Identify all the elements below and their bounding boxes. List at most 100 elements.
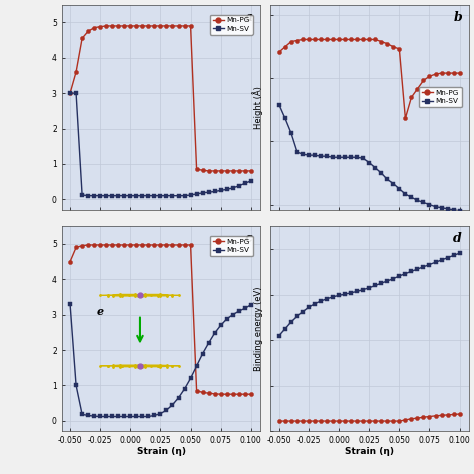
Mn-PG	[384, 41, 390, 46]
Mn-SV	[139, 193, 145, 199]
Y-axis label: Binding energy (eV): Binding energy (eV)	[254, 287, 263, 371]
Mn-PG	[91, 242, 97, 248]
Mn-SV	[348, 290, 354, 296]
Mn-SV	[121, 414, 127, 419]
Mn-PG	[212, 168, 218, 174]
Mn-PG	[415, 415, 420, 421]
Mn-PG	[330, 418, 336, 424]
Mn-SV	[109, 414, 115, 419]
Mn-SV	[103, 193, 109, 199]
Mn-SV	[420, 264, 426, 270]
Mn-SV	[312, 301, 318, 307]
Mn-PG	[439, 412, 445, 418]
Mn-PG	[139, 242, 145, 248]
Mn-SV	[306, 304, 312, 310]
Mn-PG	[176, 242, 182, 248]
Mn-SV	[366, 285, 372, 291]
Mn-PG	[146, 242, 151, 248]
Mn-SV	[236, 183, 242, 189]
Mn-SV	[236, 308, 242, 314]
Mn-SV	[373, 283, 378, 288]
Mn-SV	[384, 278, 390, 284]
Mn-PG	[415, 86, 420, 92]
Mn-PG	[121, 23, 127, 29]
Legend: Mn-PG, Mn-SV: Mn-PG, Mn-SV	[210, 15, 253, 35]
Mn-PG	[236, 392, 242, 397]
Mn-SV	[224, 186, 229, 192]
Mn-SV	[230, 312, 236, 318]
Mn-SV	[73, 91, 79, 96]
Mn-PG	[294, 418, 300, 424]
Mn-PG	[409, 416, 414, 422]
Mn-PG	[224, 392, 229, 397]
Mn-SV	[128, 414, 133, 419]
Mn-PG	[391, 44, 396, 50]
Mn-SV	[218, 322, 224, 328]
Mn-PG	[182, 23, 187, 29]
Mn-SV	[324, 154, 330, 159]
Mn-SV	[170, 402, 175, 408]
Mn-PG	[420, 414, 426, 420]
Line: Mn-SV: Mn-SV	[68, 302, 253, 419]
Mn-SV	[115, 193, 121, 199]
Mn-PG	[433, 71, 438, 77]
Mn-PG	[248, 392, 254, 397]
Mn-PG	[457, 70, 463, 76]
Mn-SV	[409, 194, 414, 200]
Mn-SV	[282, 326, 288, 332]
Mn-PG	[348, 418, 354, 424]
Mn-SV	[242, 305, 247, 311]
Mn-PG	[355, 36, 360, 42]
Mn-PG	[312, 418, 318, 424]
Mn-SV	[294, 313, 300, 319]
Mn-SV	[152, 193, 157, 199]
Mn-PG	[182, 242, 187, 248]
Mn-PG	[152, 242, 157, 248]
Mn-SV	[230, 185, 236, 191]
Mn-SV	[318, 298, 324, 304]
Mn-PG	[306, 36, 312, 42]
Mn-SV	[439, 257, 445, 263]
Line: Mn-PG: Mn-PG	[277, 412, 462, 423]
Mn-PG	[282, 44, 288, 50]
Mn-PG	[152, 23, 157, 29]
Mn-SV	[384, 176, 390, 182]
Mn-SV	[427, 262, 432, 267]
Mn-SV	[182, 193, 187, 199]
Mn-SV	[164, 407, 169, 413]
Mn-PG	[360, 418, 366, 424]
Mn-PG	[366, 418, 372, 424]
Mn-SV	[103, 414, 109, 419]
Mn-SV	[85, 193, 91, 199]
Mn-PG	[109, 23, 115, 29]
Mn-SV	[194, 363, 200, 369]
Mn-PG	[242, 392, 247, 397]
Mn-SV	[457, 250, 463, 256]
Mn-SV	[248, 302, 254, 308]
Mn-SV	[409, 268, 414, 274]
Mn-SV	[336, 292, 342, 298]
Mn-SV	[366, 160, 372, 165]
Mn-PG	[206, 168, 211, 174]
Mn-PG	[128, 242, 133, 248]
Mn-SV	[415, 266, 420, 272]
Mn-SV	[427, 202, 432, 208]
Mn-PG	[282, 418, 288, 424]
Mn-SV	[300, 151, 306, 157]
Mn-PG	[355, 418, 360, 424]
Mn-PG	[445, 412, 450, 418]
Mn-PG	[391, 418, 396, 424]
Mn-SV	[300, 309, 306, 315]
Mn-SV	[276, 102, 282, 108]
Mn-SV	[206, 340, 211, 346]
Mn-SV	[157, 193, 163, 199]
X-axis label: Strain (η): Strain (η)	[137, 447, 185, 456]
Mn-PG	[451, 70, 456, 76]
Mn-PG	[306, 418, 312, 424]
Mn-PG	[91, 25, 97, 30]
Mn-SV	[391, 276, 396, 282]
Mn-PG	[164, 242, 169, 248]
Mn-SV	[445, 255, 450, 261]
Mn-PG	[79, 36, 85, 41]
Mn-PG	[445, 70, 450, 76]
